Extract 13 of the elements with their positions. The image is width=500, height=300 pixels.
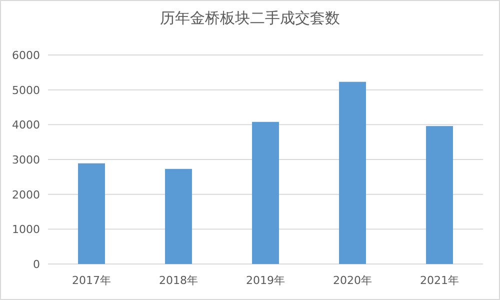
x-tick-label: 2021年 (420, 274, 459, 287)
y-tick-label: 3000 (12, 154, 40, 166)
y-tick-label: 5000 (12, 84, 40, 97)
y-tick-label: 2000 (12, 188, 40, 202)
x-tick-label: 2019年 (246, 274, 285, 287)
chart-title: 历年金桥板块二手成交套数 (160, 9, 340, 27)
y-tick-label: 0 (33, 258, 40, 271)
x-tick-label: 2018年 (159, 274, 198, 287)
y-tick-label: 1000 (12, 223, 40, 236)
x-tick-label: 2017年 (72, 274, 111, 287)
y-tick-label: 4000 (12, 118, 40, 132)
x-tick-label: 2020年 (333, 274, 372, 287)
y-tick-label: 6000 (12, 49, 40, 62)
